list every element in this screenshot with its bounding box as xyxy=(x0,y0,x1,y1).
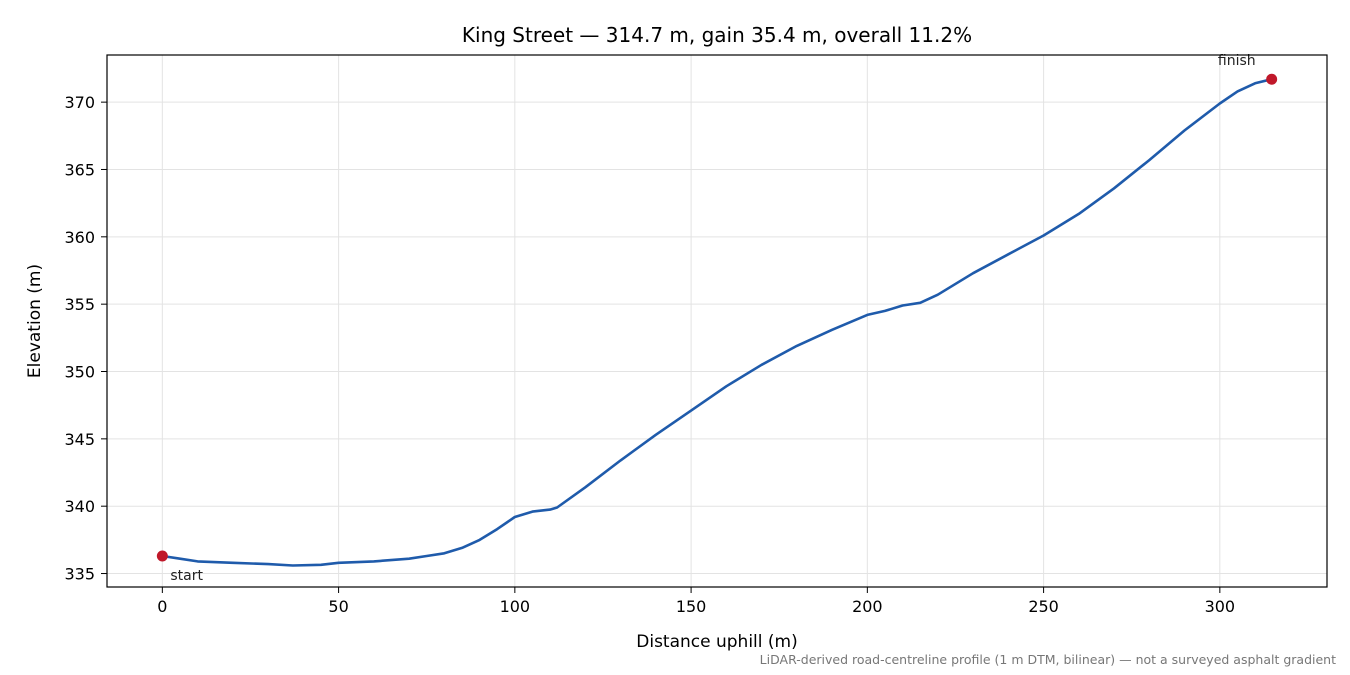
y-tick-label: 360 xyxy=(64,228,95,247)
x-tick-label: 250 xyxy=(1028,597,1059,616)
y-axis-label: Elevation (m) xyxy=(25,264,45,378)
x-tick-label: 200 xyxy=(852,597,883,616)
y-tick-label: 355 xyxy=(64,295,95,314)
start-marker xyxy=(156,550,168,562)
finish-marker xyxy=(1266,73,1278,85)
y-tick-label: 345 xyxy=(64,430,95,449)
x-tick-label: 300 xyxy=(1205,597,1236,616)
x-tick-label: 0 xyxy=(157,597,167,616)
x-tick-label: 100 xyxy=(500,597,531,616)
chart-title: King Street — 314.7 m, gain 35.4 m, over… xyxy=(462,23,972,47)
y-tick-label: 365 xyxy=(64,160,95,179)
y-tick-label: 350 xyxy=(64,363,95,382)
start-label: start xyxy=(170,568,203,584)
y-tick-label: 340 xyxy=(64,497,95,516)
chart-footnote: LiDAR-derived road-centreline profile (1… xyxy=(760,652,1336,667)
y-tick-label: 335 xyxy=(64,565,95,584)
plot-frame xyxy=(106,54,1328,588)
data-layer: start finish xyxy=(156,53,1278,584)
y-tick-label: 370 xyxy=(64,93,95,112)
x-tick-label: 150 xyxy=(676,597,707,616)
elevation-profile-line xyxy=(161,77,1273,567)
grid xyxy=(107,55,1327,587)
x-tick-label: 50 xyxy=(328,597,348,616)
x-axis-label: Distance uphill (m) xyxy=(636,632,797,652)
axis-ticks: 0 50 100 150 200 250 300 335 340 345 350 355 360 365 3… xyxy=(64,93,1235,616)
finish-label: finish xyxy=(1218,53,1256,69)
